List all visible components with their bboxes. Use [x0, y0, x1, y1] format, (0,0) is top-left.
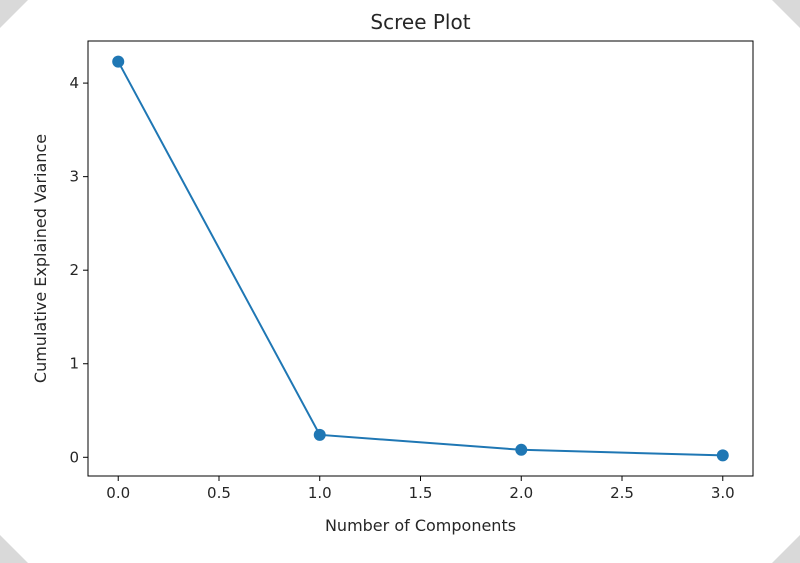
x-tick-label: 1.0	[308, 484, 332, 502]
series-group	[112, 55, 729, 462]
x-axis-label: Number of Components	[325, 516, 516, 535]
x-tick-label: 3.0	[711, 484, 735, 502]
corner-decoration-bottom-left	[0, 535, 28, 563]
y-tick-label: 0	[69, 448, 79, 466]
x-tick-label: 0.5	[207, 484, 231, 502]
y-tick-label: 1	[69, 355, 79, 373]
series-line	[117, 61, 723, 457]
x-tick-label: 2.0	[509, 484, 533, 502]
y-axis-ticks: 0 1 2 3 4	[69, 74, 88, 466]
x-tick-label: 2.5	[610, 484, 634, 502]
data-point	[112, 55, 125, 68]
plot-area	[87, 40, 754, 477]
data-point	[515, 443, 528, 456]
y-tick-label: 4	[69, 74, 79, 92]
data-point	[716, 449, 729, 462]
corner-decoration-bottom-right	[772, 535, 800, 563]
y-axis-label: Cumulative Explained Variance	[31, 134, 50, 383]
x-axis-ticks: 0.0 0.5 1.0 1.5 2.0 2.5 3.0	[106, 476, 735, 502]
data-point	[313, 428, 326, 441]
corner-decoration-top-right	[772, 0, 800, 28]
x-tick-label: 1.5	[409, 484, 433, 502]
chart-title: Scree Plot	[370, 10, 470, 34]
y-tick-label: 3	[69, 168, 79, 186]
x-tick-label: 0.0	[106, 484, 130, 502]
y-tick-label: 2	[69, 261, 79, 279]
corner-decoration-top-left	[0, 0, 28, 28]
